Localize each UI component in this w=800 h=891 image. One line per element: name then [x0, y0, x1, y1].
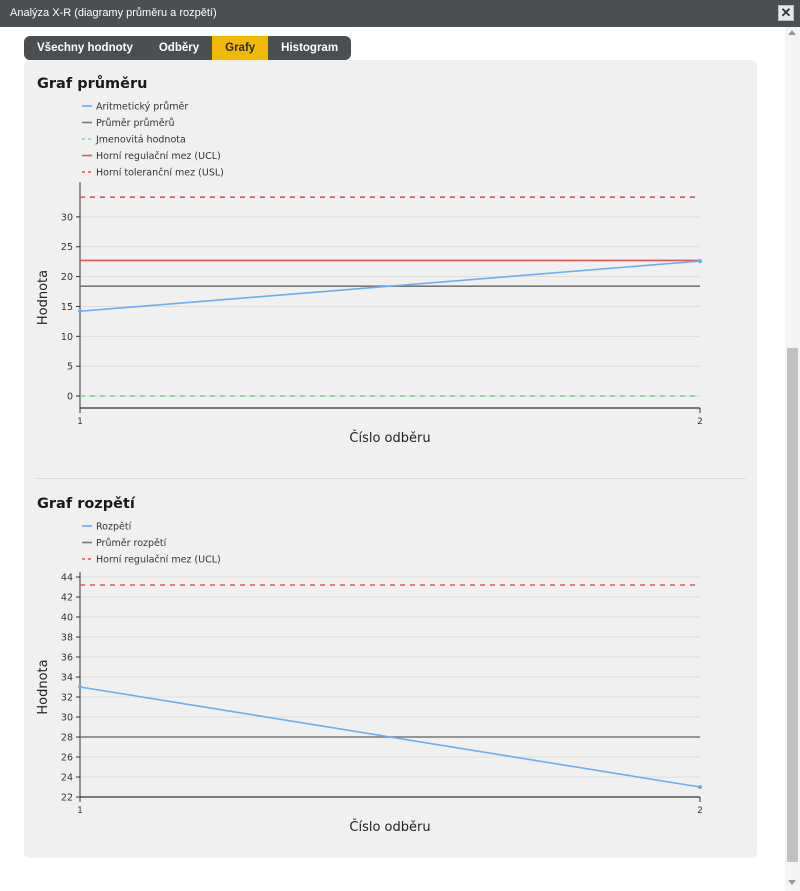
y-tick-label: 5: [67, 362, 73, 373]
charts-panel: [24, 60, 757, 858]
x-axis-label: Číslo odběru: [349, 819, 430, 835]
y-tick-label: 30: [61, 713, 73, 724]
data-point: [78, 309, 82, 314]
tab-histogram[interactable]: Histogram: [268, 36, 352, 60]
tab-vsechny-hodnoty[interactable]: Všechny hodnoty: [24, 36, 146, 60]
chart-title-rozpeti: Graf rozpětí: [37, 496, 135, 512]
y-tick-label: 15: [61, 302, 73, 313]
y-tick-label: 26: [61, 753, 73, 764]
data-point: [698, 785, 702, 789]
y-tick-label: 25: [61, 242, 73, 253]
y-tick-label: 42: [61, 593, 73, 604]
x-tick-label: 2: [697, 417, 703, 427]
legend-label: Horní toleranční mez (USL): [96, 168, 224, 179]
legend-label: Horní regulační mez (UCL): [96, 555, 221, 566]
section-divider: [36, 478, 746, 479]
y-tick-label: 32: [61, 693, 73, 704]
legend-label: Horní regulační mez (UCL): [96, 151, 221, 162]
x-tick-label: 1: [77, 806, 83, 816]
chart-title-prumer: Graf průměru: [37, 76, 148, 92]
window-title: Analýza X-R (diagramy průměru a rozpětí): [10, 7, 217, 19]
x-tick-label: 1: [77, 417, 83, 427]
y-axis-label: Hodnota: [36, 270, 51, 325]
tab-bar: Všechny hodnoty Odběry Grafy Histogram: [24, 36, 352, 60]
y-tick-label: 24: [61, 773, 73, 784]
y-tick-label: 44: [61, 573, 73, 584]
data-point: [78, 685, 82, 689]
close-button[interactable]: ✕: [778, 5, 794, 21]
legend-label: Jmenovitá hodnota: [95, 135, 186, 146]
tab-odbery[interactable]: Odběry: [145, 36, 213, 60]
y-tick-label: 22: [61, 793, 73, 804]
y-tick-label: 34: [61, 673, 73, 684]
x-tick-label: 2: [697, 806, 703, 816]
y-tick-label: 0: [67, 392, 73, 403]
legend-label: Průměr rozpětí: [96, 538, 167, 549]
scroll-down-arrow-icon[interactable]: [788, 880, 796, 885]
x-axis-label: Číslo odběru: [349, 430, 430, 446]
series-line: [79, 260, 701, 313]
y-axis-label: Hodnota: [36, 659, 51, 714]
legend-label: Aritmetický průměr: [96, 102, 188, 113]
series-line: [79, 686, 701, 788]
y-tick-label: 28: [61, 733, 73, 744]
window-titlebar: Analýza X-R (diagramy průměru a rozpětí)…: [0, 0, 800, 27]
legend-label: Rozpětí: [96, 522, 132, 533]
tab-grafy[interactable]: Grafy: [212, 36, 269, 60]
y-tick-label: 10: [61, 332, 73, 343]
scroll-up-arrow-icon[interactable]: [788, 30, 796, 35]
legend-label: Průměr průměrů: [96, 118, 175, 129]
y-tick-label: 38: [61, 633, 73, 644]
y-tick-label: 20: [61, 272, 73, 283]
y-tick-label: 40: [61, 613, 73, 624]
y-tick-label: 36: [61, 653, 73, 664]
scrollbar-thumb[interactable]: [787, 348, 798, 862]
data-point: [698, 259, 702, 264]
y-tick-label: 30: [61, 212, 73, 223]
